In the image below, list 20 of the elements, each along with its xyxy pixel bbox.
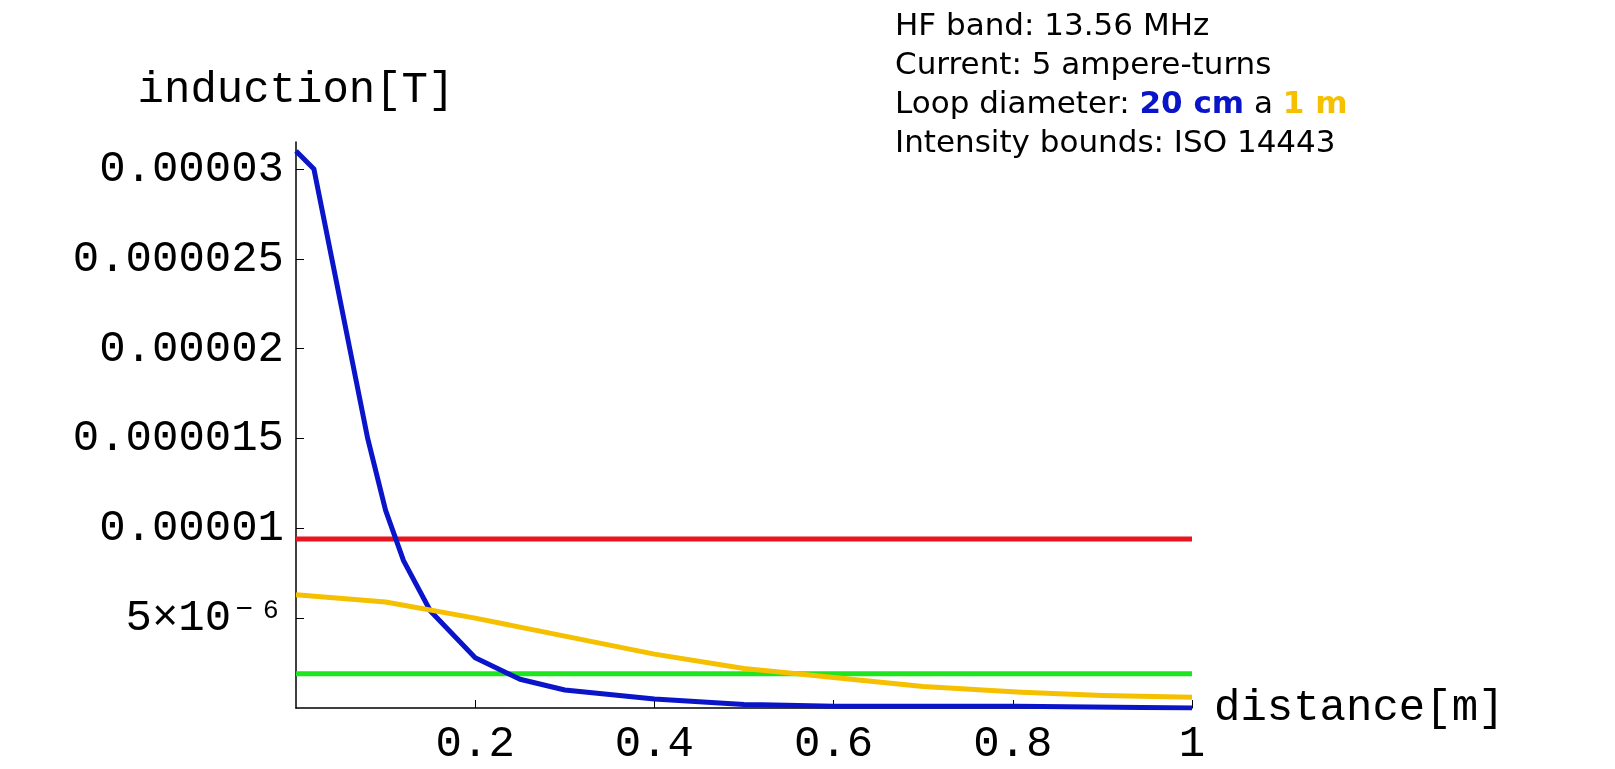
x-tick-label: 0.4 [614, 719, 695, 769]
y-tick-label: 5×10⁻⁶ [125, 593, 284, 644]
text: a [1244, 83, 1283, 120]
x-tick-label: 1 [1178, 719, 1206, 769]
text: HF band: 13.56 MHz [895, 5, 1210, 42]
text: 1 m [1282, 83, 1348, 120]
legend-title: Loop diameter: [895, 83, 1140, 120]
text: Current: 5 ampere-turns [895, 44, 1272, 81]
x-axis-title: distance[m] [1214, 683, 1505, 733]
x-tick-label: 0.6 [793, 719, 874, 769]
y-axis-title: induction[T] [137, 65, 455, 115]
x-tick-label: 0.2 [435, 719, 515, 769]
y-tick-label: 0.000015 [72, 413, 284, 464]
x-tick-label: 0.8 [973, 719, 1053, 769]
y-tick-label: 0.00003 [99, 143, 284, 194]
text: 20 cm [1139, 83, 1245, 120]
y-tick-label: 0.000025 [72, 233, 284, 284]
y-tick-label: 0.00002 [99, 323, 284, 374]
annotation: Intensity bounds: ISO 14443 [895, 122, 1336, 159]
y-tick-label: 0.00001 [99, 503, 284, 554]
